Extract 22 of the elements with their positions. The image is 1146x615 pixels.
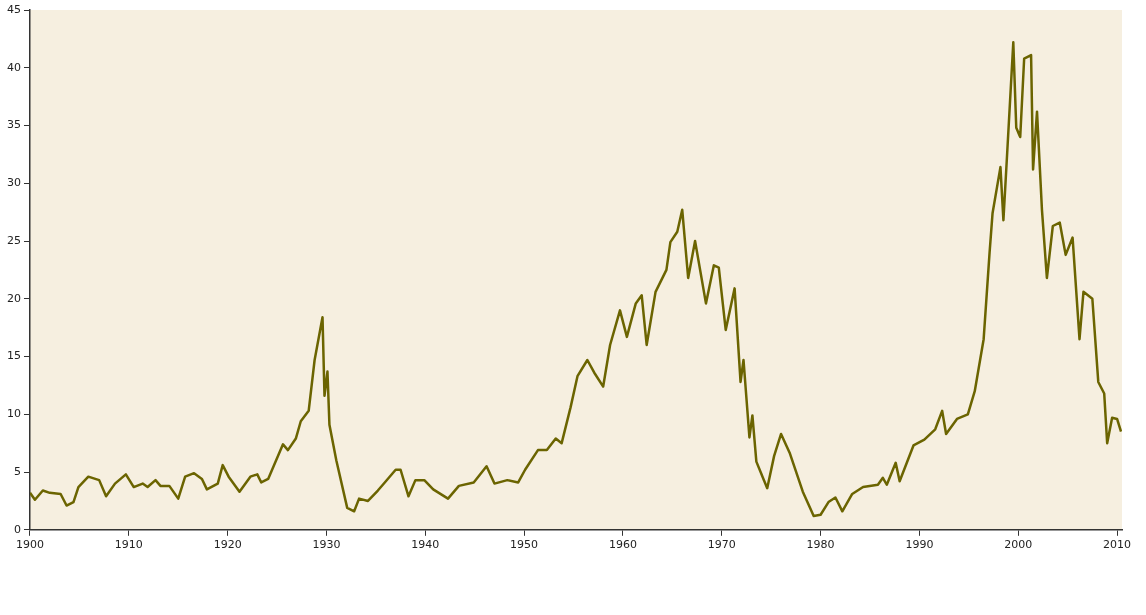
x-tick-label: 1960 [608, 538, 637, 552]
y-tick-label: 30 [7, 176, 21, 190]
x-tick-label: 2000 [1004, 538, 1033, 552]
y-tick-label: 40 [7, 60, 21, 74]
x-tick-label: 1900 [16, 538, 44, 552]
y-tick-label: 5 [14, 464, 21, 478]
x-tick-label: 1910 [114, 538, 143, 552]
y-tick-label: 25 [7, 233, 21, 247]
x-tick-label: 2010 [1103, 538, 1132, 552]
x-tick-label: 1940 [411, 538, 440, 552]
x-tick-label: 1970 [707, 538, 736, 552]
y-tick-label: 0 [14, 522, 21, 536]
y-tick-label: 45 [7, 2, 21, 16]
x-tick-label: 1920 [213, 538, 242, 552]
x-tick-label: 1950 [510, 538, 539, 552]
x-tick-label: 1990 [905, 538, 934, 552]
y-tick-label: 20 [7, 291, 21, 305]
y-tick-label: 15 [7, 349, 21, 363]
x-tick-label: 1980 [806, 538, 835, 552]
y-tick-label: 10 [7, 407, 21, 421]
y-tick-label: 35 [7, 118, 21, 132]
x-tick-label: 1930 [312, 538, 341, 552]
